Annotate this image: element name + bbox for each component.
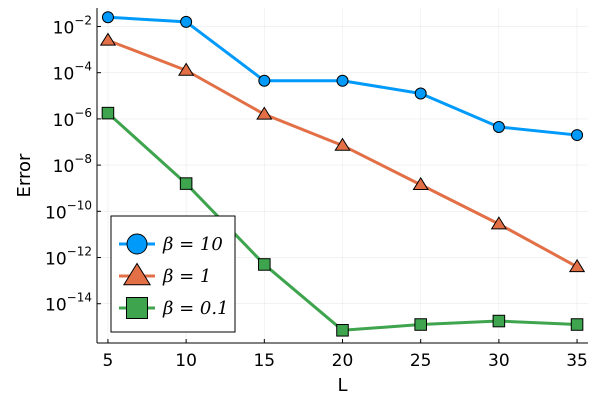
y-tick-label: 10−4 bbox=[53, 60, 92, 85]
legend-label: β = 1 bbox=[162, 266, 211, 287]
data-point bbox=[256, 106, 273, 120]
y-tick-label: 10−14 bbox=[45, 291, 92, 316]
data-point bbox=[414, 87, 427, 100]
x-tick-label: 35 bbox=[566, 351, 588, 371]
data-point bbox=[568, 258, 586, 273]
y-tick-label: 10−10 bbox=[45, 198, 92, 223]
data-point bbox=[178, 62, 195, 76]
x-tick-labels: 5 10 15 20 25 30 35 bbox=[103, 351, 588, 371]
y-tick-label: 10−2 bbox=[53, 13, 92, 38]
data-point bbox=[101, 11, 114, 24]
data-point bbox=[570, 318, 584, 331]
axes bbox=[96, 8, 588, 344]
x-axis-label: L bbox=[337, 375, 347, 396]
data-point bbox=[180, 15, 193, 28]
x-tick-label: 20 bbox=[332, 351, 354, 371]
x-tick-label: 10 bbox=[175, 351, 197, 371]
data-point bbox=[336, 324, 349, 337]
x-tick-label: 15 bbox=[253, 351, 275, 371]
y-axis-label: Error bbox=[14, 153, 35, 197]
data-point bbox=[571, 129, 584, 142]
data-point bbox=[490, 216, 507, 230]
series-circle bbox=[101, 11, 584, 142]
legend-label: β = 0.1 bbox=[162, 298, 229, 319]
data-point bbox=[336, 74, 349, 87]
series-square bbox=[101, 106, 584, 337]
legend-label: β = 10 bbox=[162, 234, 223, 255]
data-point bbox=[334, 137, 351, 151]
data-point bbox=[101, 106, 115, 120]
legend: β = 10 β = 1 β = 0.1 bbox=[110, 215, 236, 333]
y-tick-label: 10−6 bbox=[53, 106, 92, 131]
legend-marker bbox=[126, 233, 148, 255]
data-point bbox=[99, 32, 117, 46]
x-tick-label: 25 bbox=[410, 351, 432, 371]
data-point bbox=[258, 258, 271, 271]
legend-marker bbox=[126, 297, 148, 319]
data-point bbox=[412, 176, 429, 191]
data-point bbox=[492, 314, 506, 328]
data-point bbox=[414, 318, 427, 331]
data-point bbox=[492, 120, 505, 133]
grid bbox=[97, 8, 588, 343]
data-point bbox=[258, 74, 271, 87]
legend-marker bbox=[122, 262, 152, 286]
data-point bbox=[179, 177, 193, 190]
y-tick-labels: 10−2 10−4 10−6 10−8 10−10 10−12 10−14 bbox=[45, 13, 92, 315]
series-triangle bbox=[99, 32, 586, 273]
y-tick-label: 10−8 bbox=[53, 152, 92, 177]
series-group bbox=[99, 11, 586, 337]
y-tick-label: 10−12 bbox=[45, 245, 92, 270]
x-tick-label: 5 bbox=[103, 351, 114, 371]
x-tick-label: 30 bbox=[488, 351, 510, 371]
